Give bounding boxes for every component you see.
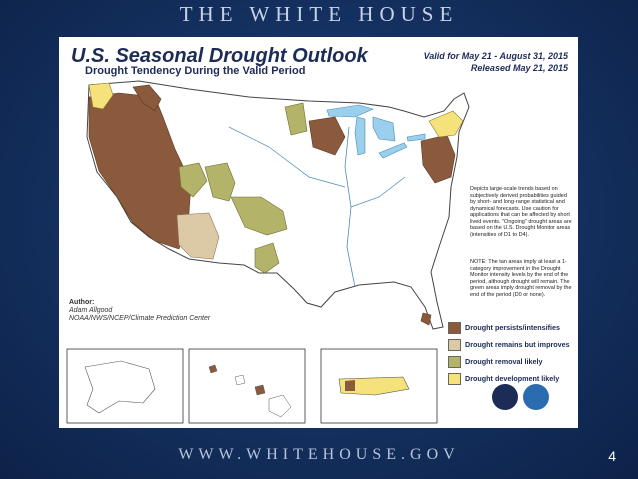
hawaii-island-3 (254, 384, 266, 396)
hawaii-island-2 (234, 374, 246, 386)
author-org: NOAA/NWS/NCEP/Climate Prediction Center (69, 315, 211, 322)
lake-erie (378, 142, 408, 159)
legend-swatch (448, 338, 461, 351)
legend-label: Drought remains but improves (465, 340, 570, 349)
validity-info: Valid for May 21 - August 31, 2015 Relea… (424, 50, 568, 74)
dakota-removal (284, 102, 308, 136)
release-date: Released May 21, 2015 (470, 63, 568, 73)
hawaii-island-1 (208, 364, 218, 374)
legend-item-improves: Drought remains but improves (448, 336, 576, 353)
us-map (66, 80, 549, 424)
legend-swatch (448, 372, 461, 385)
legend-label: Drought removal likely (465, 357, 543, 366)
lake-ontario (406, 133, 426, 142)
map-note: NOTE: The tan areas imply at least a 1-c… (470, 259, 572, 298)
puerto-rico-shape (338, 376, 410, 396)
noaa-seal (523, 384, 549, 410)
lake-michigan (354, 116, 366, 156)
conus-outline (86, 80, 470, 330)
legend-item-removal: Drought removal likely (448, 353, 576, 370)
southwest-improve (176, 212, 220, 260)
puerto-rico-persist (345, 380, 355, 391)
idaho-persist (132, 84, 162, 112)
lake-superior (326, 104, 374, 118)
legend-swatch (448, 321, 461, 334)
texas-removal (254, 242, 280, 274)
legend-label: Drought persists/intensifies (465, 323, 561, 332)
legend-item-persists: Drought persists/intensifies (448, 319, 576, 336)
legend-swatch (448, 355, 461, 368)
legend: Drought persists/intensifies Drought rem… (448, 319, 576, 387)
drought-map-panel: U.S. Seasonal Drought Outlook Drought Te… (59, 37, 578, 428)
legend-label: Drought development likely (465, 374, 560, 383)
nws-seal (492, 384, 518, 410)
rockies-removal-2 (204, 162, 236, 202)
author-block: Author: Adam Allgood NOAA/NWS/NCEP/Clima… (69, 299, 210, 323)
page-number: 4 (608, 448, 616, 464)
map-description: Depicts large-scale trends based on subj… (470, 186, 572, 238)
valid-period: Valid for May 21 - August 31, 2015 (423, 51, 568, 61)
missouri-river (228, 126, 346, 188)
lake-huron (372, 116, 396, 142)
map-title: U.S. Seasonal Drought Outlook (71, 45, 368, 67)
author-name: Adam Allgood (69, 307, 113, 314)
slide-header: THE WHITE HOUSE (179, 2, 459, 26)
midwest-persist (308, 116, 346, 156)
map-subtitle: Drought Tendency During the Valid Period (85, 65, 306, 77)
author-heading: Author: (69, 299, 95, 306)
hawaii-inset (188, 348, 306, 424)
slide-footer: WWW.WHITEHOUSE.GOV (178, 446, 460, 463)
rockies-removal-1 (178, 162, 208, 198)
florida-persist (420, 312, 432, 326)
legend-item-development: Drought development likely (448, 370, 576, 387)
northeast-development (428, 110, 464, 138)
ohio-river (350, 176, 406, 208)
hawaii-island-big (268, 394, 292, 418)
nw-development (88, 82, 114, 110)
colorado-removal (230, 196, 288, 236)
alaska-shape (84, 360, 156, 414)
